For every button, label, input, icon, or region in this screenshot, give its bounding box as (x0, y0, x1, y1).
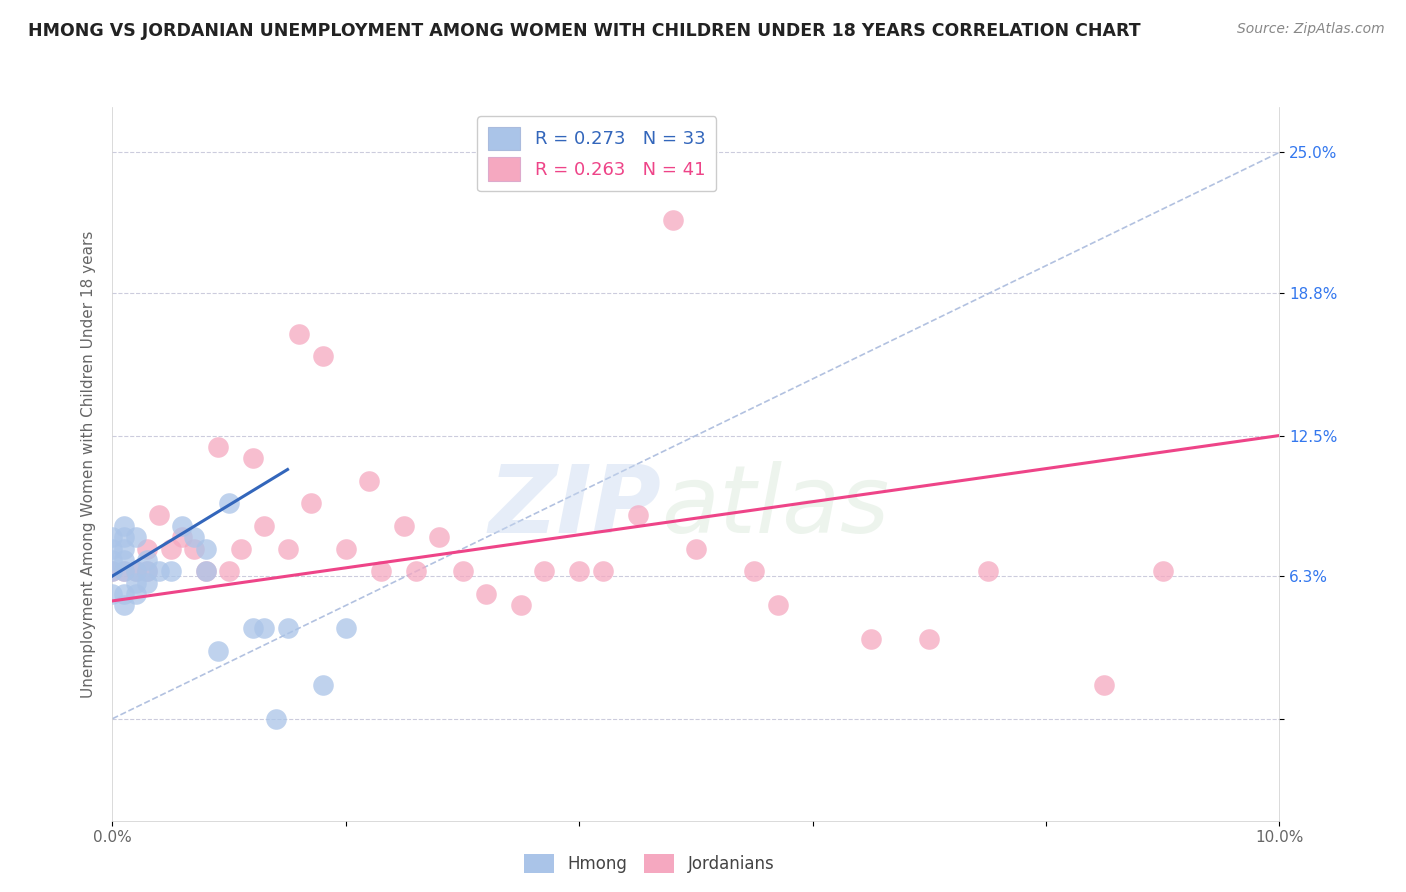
Point (148, 508, 170, 522)
Point (160, 541, 183, 556)
Text: HMONG VS JORDANIAN UNEMPLOYMENT AMONG WOMEN WITH CHILDREN UNDER 18 YEARS CORRELA: HMONG VS JORDANIAN UNEMPLOYMENT AMONG WO… (28, 22, 1140, 40)
Point (101, 553, 124, 567)
Point (112, 599, 135, 613)
Point (859, 632, 883, 647)
Point (918, 632, 941, 647)
Point (533, 565, 555, 579)
Point (125, 575, 148, 590)
Point (451, 565, 474, 579)
Point (172, 519, 194, 533)
Y-axis label: Unemployment Among Women with Children Under 18 years: Unemployment Among Women with Children U… (80, 230, 96, 698)
Point (276, 621, 298, 635)
Point (475, 587, 498, 601)
Text: ZIP: ZIP (488, 460, 661, 553)
Point (112, 565, 135, 579)
Point (136, 553, 159, 567)
Point (218, 565, 240, 579)
Point (101, 531, 124, 545)
Point (392, 519, 416, 533)
Point (766, 599, 789, 613)
Point (160, 565, 183, 579)
Point (742, 565, 765, 579)
Point (112, 587, 135, 601)
Point (335, 541, 357, 556)
Point (405, 565, 427, 579)
Point (592, 565, 614, 579)
Point (335, 621, 357, 635)
Point (1092, 678, 1115, 692)
Point (1152, 565, 1174, 579)
Point (207, 644, 229, 658)
Point (112, 541, 135, 556)
Point (125, 587, 148, 601)
Legend: Hmong, Jordanians: Hmong, Jordanians (517, 847, 780, 880)
Point (125, 531, 148, 545)
Point (253, 621, 276, 635)
Point (229, 541, 252, 556)
Point (125, 565, 148, 579)
Point (125, 565, 148, 579)
Point (101, 565, 124, 579)
Point (112, 531, 135, 545)
Point (101, 565, 124, 579)
Point (359, 474, 381, 488)
Point (242, 451, 264, 466)
Text: atlas: atlas (661, 461, 889, 552)
Point (112, 519, 135, 533)
Point (976, 565, 998, 579)
Point (218, 496, 240, 510)
Point (242, 621, 264, 635)
Point (136, 565, 159, 579)
Point (101, 541, 124, 556)
Point (661, 213, 683, 227)
Point (172, 531, 194, 545)
Point (194, 565, 217, 579)
Point (136, 575, 159, 590)
Point (288, 326, 311, 341)
Point (207, 440, 229, 454)
Point (183, 531, 205, 545)
Point (427, 531, 450, 545)
Point (136, 565, 159, 579)
Point (112, 565, 135, 579)
Text: Source: ZipAtlas.com: Source: ZipAtlas.com (1237, 22, 1385, 37)
Point (253, 519, 276, 533)
Point (194, 541, 217, 556)
Point (101, 587, 124, 601)
Point (311, 349, 333, 363)
Point (112, 553, 135, 567)
Point (626, 508, 648, 522)
Point (194, 565, 217, 579)
Point (299, 496, 322, 510)
Point (264, 712, 287, 726)
Point (183, 541, 205, 556)
Point (370, 565, 392, 579)
Point (148, 565, 170, 579)
Point (136, 541, 159, 556)
Point (685, 541, 707, 556)
Point (568, 565, 591, 579)
Point (276, 541, 298, 556)
Point (509, 599, 531, 613)
Point (311, 678, 333, 692)
